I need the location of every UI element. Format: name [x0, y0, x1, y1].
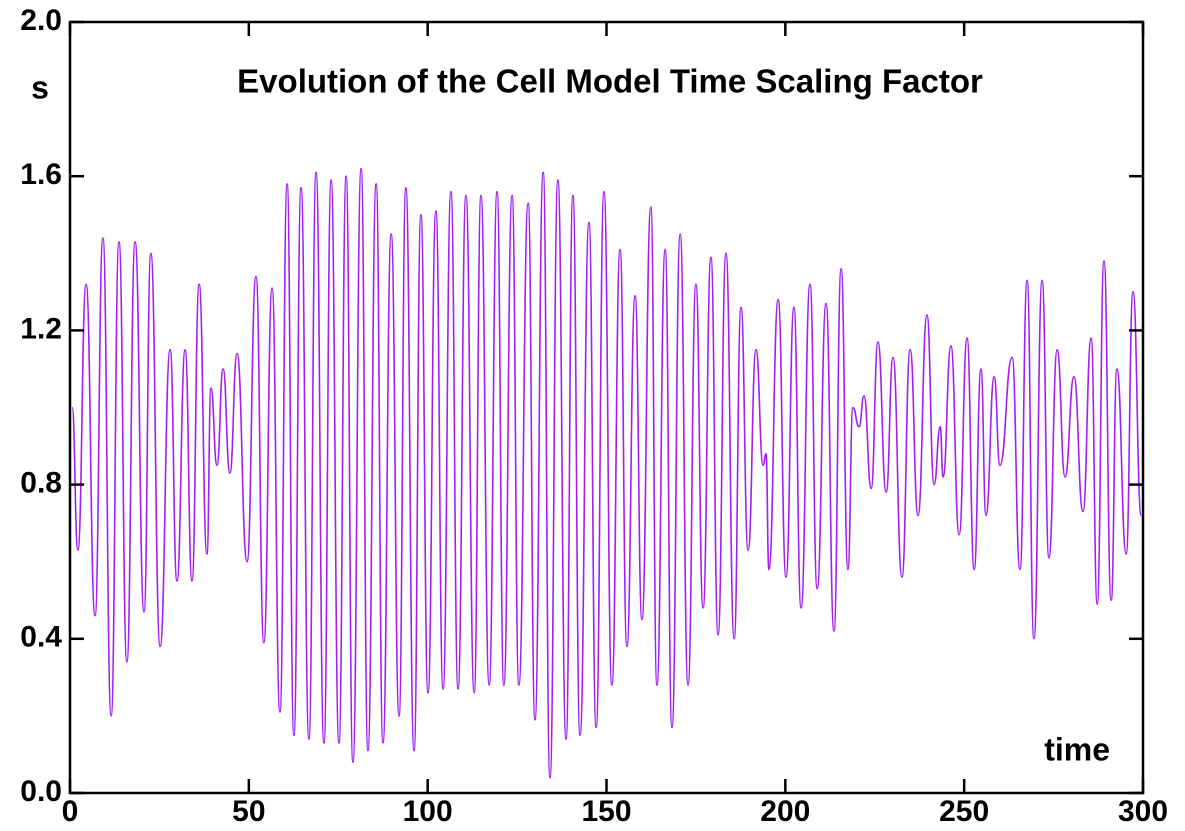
data-line — [71, 167, 1142, 779]
y-axis-label: s — [31, 69, 49, 105]
y-tick-label: 1.6 — [20, 158, 62, 191]
plot-frame — [68, 20, 1145, 795]
y-tick-label: 0.0 — [20, 775, 62, 808]
x-tick-label: 100 — [403, 795, 453, 828]
x-tick-label: 300 — [1118, 795, 1168, 828]
y-tick-label: 0.8 — [20, 467, 62, 500]
chart-title: Evolution of the Cell Model Time Scaling… — [237, 63, 983, 100]
x-tick-label: 150 — [581, 795, 631, 828]
x-axis-label: time — [1044, 731, 1110, 767]
x-tick-label: 0 — [62, 795, 79, 828]
x-tick-label: 200 — [760, 795, 810, 828]
x-tick-label: 250 — [939, 795, 989, 828]
y-tick-label: 2.0 — [20, 4, 62, 37]
y-tick-label: 1.2 — [20, 312, 62, 345]
y-tick-label: 0.4 — [20, 621, 62, 654]
x-tick-label: 50 — [232, 795, 265, 828]
